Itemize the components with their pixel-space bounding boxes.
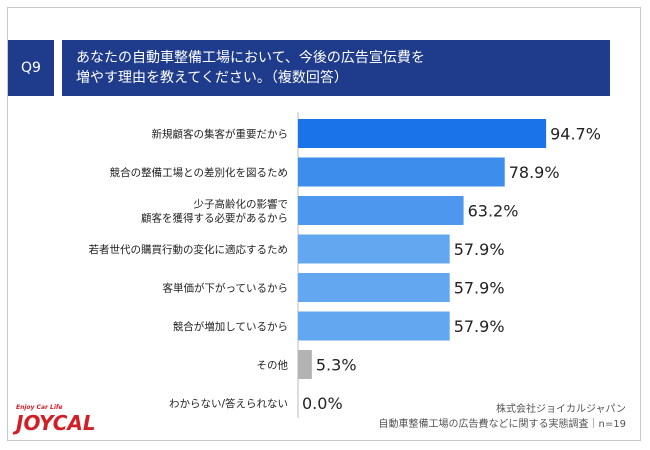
footer-source: 株式会社ジョイカルジャパン 自動車整備工場の広告費などに関する実態調査｜n=19 bbox=[379, 402, 626, 432]
question-title-line-2: 増やす理由を教えてください。（複数回答） bbox=[76, 70, 348, 86]
category-label-2-0: 少子高齢化の影響で bbox=[194, 198, 289, 211]
question-title-line-1: あなたの自動車整備工場において、今後の広告宣伝費を bbox=[76, 50, 425, 66]
bar-2 bbox=[298, 196, 464, 225]
footer-survey: 自動車整備工場の広告費などに関する実態調査｜n=19 bbox=[378, 419, 626, 430]
value-label-1: 78.9% bbox=[509, 163, 560, 182]
footer-company: 株式会社ジョイカルジャパン bbox=[496, 404, 626, 415]
category-label-3: 若者世代の購買行動の変化に適応するため bbox=[89, 243, 289, 256]
logo-tagline: Enjoy Car Life bbox=[16, 404, 63, 411]
question-badge: Q9 bbox=[8, 40, 54, 96]
value-label-2: 63.2% bbox=[468, 202, 519, 221]
category-label-6: その他 bbox=[257, 359, 289, 372]
bar-4 bbox=[298, 273, 450, 302]
value-label-5: 57.9% bbox=[454, 317, 505, 336]
question-title: あなたの自動車整備工場において、今後の広告宣伝費を 増やす理由を教えてください。… bbox=[62, 40, 610, 96]
category-label-0: 新規顧客の集客が重要だから bbox=[152, 128, 289, 141]
logo-wordmark: JOYCAL bbox=[16, 411, 96, 435]
value-label-4: 57.9% bbox=[454, 279, 505, 298]
value-label-6: 5.3% bbox=[316, 356, 357, 375]
value-label-7: 0.0% bbox=[302, 394, 343, 413]
category-label-2-1: 顧客を獲得する必要があるから bbox=[141, 212, 288, 225]
value-label-3: 57.9% bbox=[454, 240, 505, 259]
bar-1 bbox=[298, 157, 505, 187]
category-label-7: わからない/答えられない bbox=[169, 397, 288, 410]
bar-5 bbox=[298, 311, 450, 341]
category-label-4: 客単価が下がっているから bbox=[163, 282, 288, 295]
category-label-1: 競合の整備工場との差別化を図るため bbox=[110, 166, 288, 179]
bar-6 bbox=[298, 350, 312, 379]
bar-3 bbox=[298, 234, 450, 264]
bar-0 bbox=[298, 119, 547, 148]
joycal-logo: Enjoy Car Life JOYCAL bbox=[16, 404, 116, 442]
category-label-5: 競合が増加しているから bbox=[173, 320, 288, 333]
value-label-0: 94.7% bbox=[550, 125, 601, 144]
